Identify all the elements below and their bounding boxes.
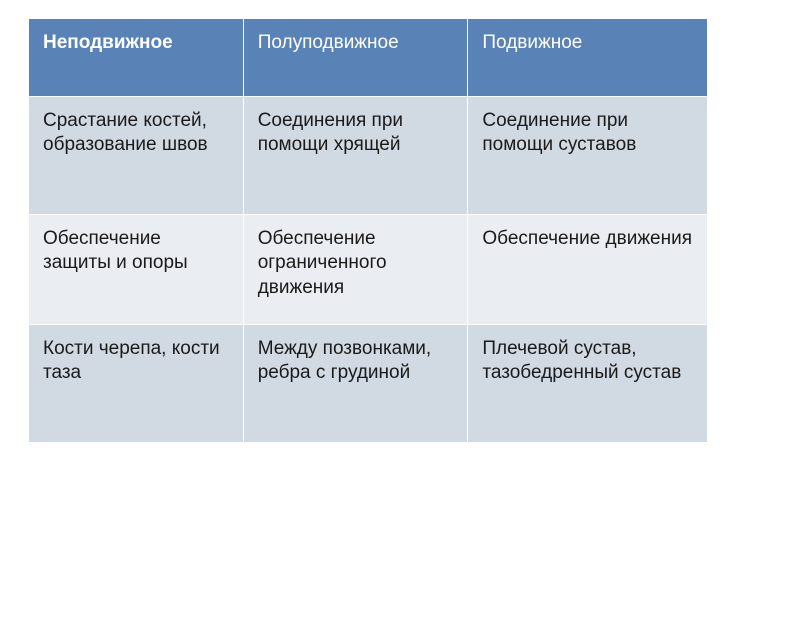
table-header-row: Неподвижное Полуподвижное Подвижное — [29, 19, 708, 97]
cell-structure-slightly-movable: Соединения при помощи хрящей — [243, 97, 468, 215]
cell-function-immovable: Обеспечение защиты и опоры — [29, 215, 244, 325]
cell-example-immovable: Кости черепа, кости таза — [29, 325, 244, 443]
header-cell-slightly-movable: Полуподвижное — [243, 19, 468, 97]
joint-types-table: Неподвижное Полуподвижное Подвижное Срас… — [28, 18, 708, 443]
cell-example-movable: Плечевой сустав, тазобедренный сустав — [468, 325, 708, 443]
cell-example-slightly-movable: Между позвонками, ребра с грудиной — [243, 325, 468, 443]
header-cell-immovable: Неподвижное — [29, 19, 244, 97]
cell-function-slightly-movable: Обеспечение ограниченного движения — [243, 215, 468, 325]
table-row: Срастание костей, образование швов Соеди… — [29, 97, 708, 215]
cell-structure-immovable: Срастание костей, образование швов — [29, 97, 244, 215]
cell-function-movable: Обеспечение движения — [468, 215, 708, 325]
cell-structure-movable: Соединение при помощи суставов — [468, 97, 708, 215]
header-cell-movable: Подвижное — [468, 19, 708, 97]
table-row: Обеспечение защиты и опоры Обеспечение о… — [29, 215, 708, 325]
table-row: Кости черепа, кости таза Между позвонкам… — [29, 325, 708, 443]
